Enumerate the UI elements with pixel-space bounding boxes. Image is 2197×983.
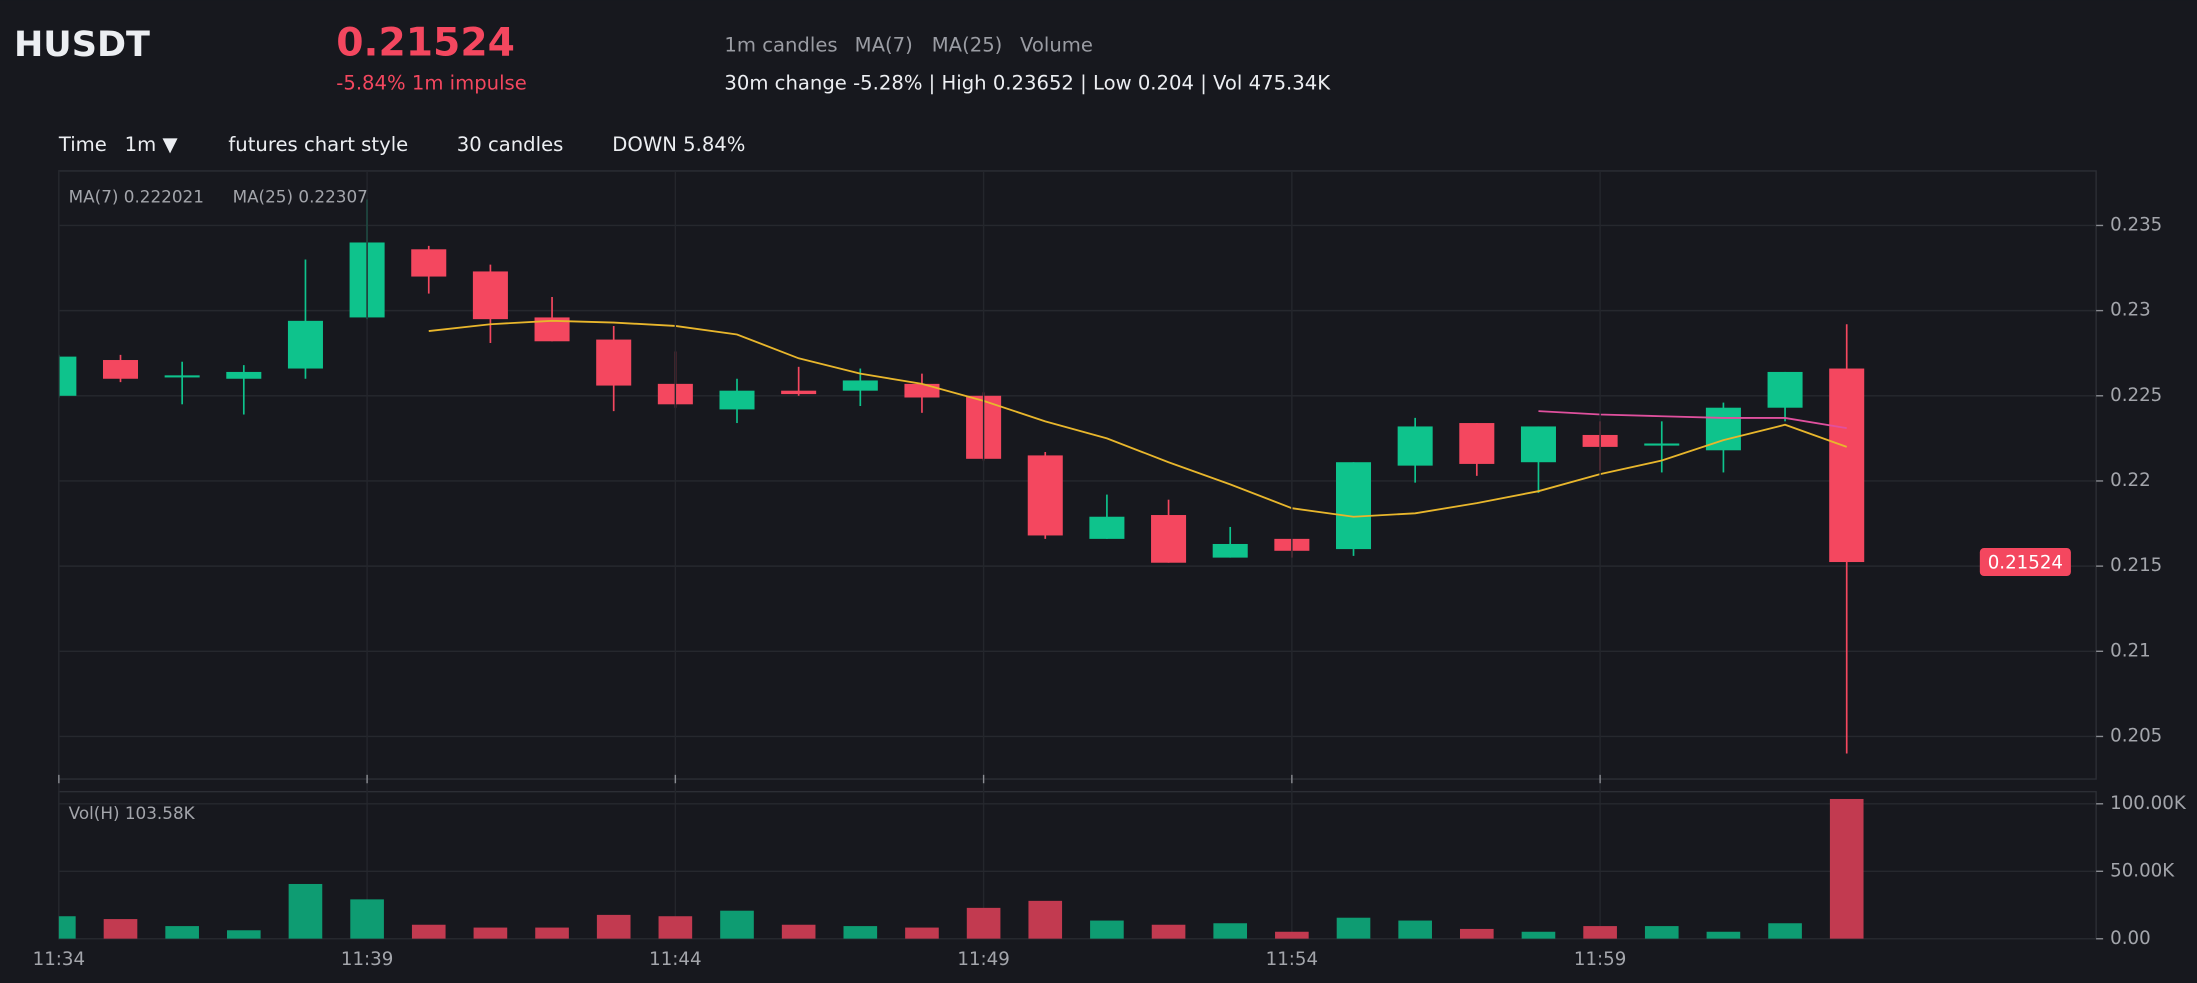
y-tick-label: 0.23 bbox=[2110, 300, 2151, 321]
y-tick-label: 0.00 bbox=[2110, 928, 2151, 949]
candle-body bbox=[842, 380, 878, 391]
candle-body bbox=[904, 383, 940, 398]
volume-bar bbox=[1521, 931, 1556, 939]
y-tick-label: 0.205 bbox=[2110, 725, 2162, 746]
last-price-tag bbox=[1979, 548, 2071, 577]
volume-bar bbox=[905, 927, 939, 939]
indicator: Volume bbox=[1020, 34, 1093, 57]
y-tick-label: 100.00K bbox=[2110, 793, 2187, 814]
y-tick-label: 0.235 bbox=[2110, 214, 2162, 235]
volume-bar bbox=[1151, 924, 1186, 939]
y-tick-label: 50.00K bbox=[2110, 860, 2175, 881]
candle-body bbox=[287, 320, 323, 369]
volume-bar bbox=[966, 907, 1001, 939]
candle-body bbox=[164, 375, 200, 378]
price-change: -5.84% 1m impulse bbox=[336, 72, 527, 95]
x-tick-label: 11:59 bbox=[1574, 949, 1626, 970]
candle-body bbox=[1335, 462, 1372, 550]
candle-body bbox=[596, 339, 632, 386]
candle-body bbox=[1829, 368, 1865, 563]
candle-body bbox=[1397, 426, 1433, 466]
volume-bar bbox=[596, 914, 631, 939]
candle-body bbox=[1151, 515, 1187, 563]
volume-bar bbox=[1275, 931, 1309, 939]
x-tick-label: 11:49 bbox=[957, 949, 1009, 970]
x-tick-label: 11:34 bbox=[33, 949, 85, 970]
candle-body bbox=[534, 317, 570, 342]
volume-bar bbox=[1706, 931, 1741, 939]
candle-body bbox=[1089, 516, 1125, 539]
x-tick-label: 11:44 bbox=[649, 949, 701, 970]
volume-bar bbox=[1090, 920, 1124, 939]
volume-bar bbox=[658, 916, 693, 939]
candle-body bbox=[411, 249, 447, 277]
plot-area bbox=[58, 798, 1864, 939]
volume-bar bbox=[1829, 798, 1864, 939]
candle-body bbox=[472, 271, 508, 320]
indicator: 1m candles bbox=[724, 34, 837, 57]
volume-bar bbox=[411, 924, 446, 939]
candle-body bbox=[1767, 371, 1803, 408]
y-tick-label: 0.215 bbox=[2110, 555, 2162, 576]
candle-body bbox=[1459, 423, 1495, 464]
volume-bar bbox=[781, 924, 816, 939]
toolbar-item[interactable]: 30 candles bbox=[457, 133, 564, 156]
x-tick-label: 11:39 bbox=[341, 949, 393, 970]
ma-line bbox=[1538, 410, 1847, 430]
indicator: MA(7) bbox=[855, 34, 913, 57]
candle-body bbox=[1212, 543, 1248, 558]
volume-bar bbox=[1459, 928, 1494, 939]
x-tick-label: 11:54 bbox=[1266, 949, 1318, 970]
volume-bar bbox=[473, 927, 508, 939]
volume-bar bbox=[58, 916, 76, 939]
candle-body bbox=[1644, 443, 1680, 446]
volume-bar bbox=[1768, 923, 1802, 939]
candle-body bbox=[102, 360, 139, 379]
candle-body bbox=[719, 390, 755, 410]
volume-bar bbox=[843, 926, 878, 939]
legend-item: MA(25) 0.22307 bbox=[233, 187, 368, 207]
volume-bar bbox=[226, 930, 261, 939]
volume-bar bbox=[1336, 917, 1371, 939]
indicator: MA(25) bbox=[932, 34, 1003, 57]
candle-body bbox=[58, 356, 77, 396]
candle-body bbox=[1520, 426, 1556, 463]
volume-bar bbox=[1398, 920, 1432, 939]
candle-body bbox=[1027, 455, 1063, 536]
volume-bar bbox=[103, 919, 138, 939]
interval-select[interactable]: 1m ▼ bbox=[125, 133, 179, 156]
y-tick-label: 0.225 bbox=[2110, 385, 2162, 406]
y-tick-label: 0.21 bbox=[2110, 640, 2151, 661]
stats: 30m change -5.28% | High 0.23652 | Low 0… bbox=[724, 72, 1331, 95]
candle-body bbox=[226, 371, 262, 379]
volume-bar bbox=[535, 927, 569, 939]
symbol: HUSDT bbox=[14, 24, 150, 65]
candle-body bbox=[781, 390, 817, 395]
ma-line bbox=[428, 319, 1848, 518]
volume-bar bbox=[350, 899, 384, 939]
toolbar-item[interactable]: DOWN 5.84% bbox=[612, 133, 745, 156]
volume-bar bbox=[165, 926, 199, 939]
volume-bar bbox=[1028, 900, 1063, 939]
y-tick-label: 0.22 bbox=[2110, 470, 2151, 491]
legend-item: MA(7) 0.222021 bbox=[69, 187, 204, 207]
volume-bar bbox=[1644, 926, 1679, 939]
last-price: 0.21524 bbox=[336, 20, 515, 65]
last-price-label: 0.21524 bbox=[1988, 552, 2063, 573]
volume-bar bbox=[288, 883, 323, 939]
volume-title: Vol(H) 103.58K bbox=[69, 803, 196, 823]
volume-bar bbox=[1213, 923, 1248, 939]
volume-bar bbox=[720, 910, 754, 939]
time-label: Time bbox=[58, 133, 107, 156]
plot-area bbox=[58, 199, 1865, 754]
volume-bar bbox=[1583, 926, 1617, 939]
toolbar-item[interactable]: futures chart style bbox=[228, 133, 408, 156]
